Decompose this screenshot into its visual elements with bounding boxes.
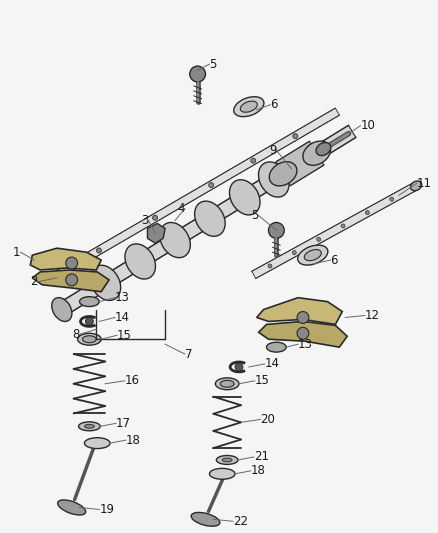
Text: 22: 22: [233, 515, 248, 528]
Text: 13: 13: [298, 338, 313, 351]
Ellipse shape: [230, 180, 260, 215]
Ellipse shape: [220, 381, 234, 387]
Ellipse shape: [209, 469, 235, 479]
Circle shape: [190, 66, 205, 82]
Text: 17: 17: [116, 417, 131, 430]
Circle shape: [317, 237, 321, 241]
Circle shape: [66, 257, 78, 269]
Ellipse shape: [222, 458, 232, 462]
Text: 14: 14: [265, 358, 279, 370]
Text: 12: 12: [365, 309, 380, 322]
Text: 1: 1: [13, 246, 21, 259]
Ellipse shape: [82, 336, 96, 343]
Circle shape: [96, 248, 102, 253]
Ellipse shape: [85, 438, 110, 449]
Ellipse shape: [52, 297, 72, 321]
Circle shape: [292, 251, 296, 255]
Text: 8: 8: [72, 328, 80, 341]
Text: 4: 4: [177, 202, 185, 215]
Text: 14: 14: [115, 311, 130, 324]
Ellipse shape: [194, 201, 225, 236]
Ellipse shape: [316, 142, 331, 156]
Text: 6: 6: [270, 98, 278, 111]
Text: 6: 6: [331, 254, 338, 266]
Circle shape: [152, 215, 158, 220]
Polygon shape: [259, 321, 347, 347]
Ellipse shape: [80, 297, 99, 306]
Circle shape: [209, 183, 214, 188]
Ellipse shape: [78, 333, 101, 345]
Ellipse shape: [160, 222, 191, 257]
Polygon shape: [252, 182, 418, 278]
Circle shape: [251, 158, 256, 163]
Text: 15: 15: [117, 329, 132, 342]
Text: 3: 3: [141, 214, 148, 227]
Polygon shape: [30, 248, 101, 270]
Circle shape: [297, 327, 309, 339]
Ellipse shape: [267, 342, 286, 352]
Ellipse shape: [191, 512, 220, 526]
Text: 5: 5: [251, 209, 259, 222]
Circle shape: [365, 211, 369, 215]
Ellipse shape: [90, 265, 120, 301]
Ellipse shape: [303, 141, 331, 165]
Ellipse shape: [58, 500, 86, 515]
Ellipse shape: [258, 162, 289, 197]
Ellipse shape: [125, 244, 155, 279]
Text: 21: 21: [254, 450, 269, 464]
Ellipse shape: [240, 101, 257, 112]
Text: 16: 16: [125, 374, 140, 387]
Ellipse shape: [85, 424, 94, 429]
Ellipse shape: [216, 456, 238, 464]
Circle shape: [235, 363, 243, 371]
Text: 11: 11: [417, 177, 431, 190]
Ellipse shape: [78, 422, 100, 431]
Circle shape: [293, 134, 298, 139]
Circle shape: [297, 311, 309, 324]
Ellipse shape: [215, 378, 239, 390]
Polygon shape: [148, 223, 165, 243]
Circle shape: [341, 224, 345, 228]
Text: 18: 18: [251, 464, 266, 478]
Text: 10: 10: [360, 119, 375, 132]
Circle shape: [268, 264, 272, 268]
Text: 7: 7: [185, 348, 192, 361]
Ellipse shape: [298, 245, 328, 265]
Ellipse shape: [410, 181, 422, 191]
Polygon shape: [257, 297, 343, 325]
Text: 13: 13: [115, 291, 130, 304]
Text: 20: 20: [261, 413, 276, 426]
Ellipse shape: [269, 161, 297, 186]
Ellipse shape: [304, 249, 321, 261]
Circle shape: [268, 222, 284, 238]
Polygon shape: [32, 270, 109, 292]
Text: 15: 15: [255, 374, 270, 387]
Polygon shape: [58, 125, 356, 316]
Circle shape: [66, 274, 78, 286]
Ellipse shape: [234, 96, 264, 117]
Text: 2: 2: [30, 276, 37, 288]
Text: 19: 19: [99, 503, 114, 516]
Circle shape: [390, 197, 394, 201]
Text: 9: 9: [269, 144, 277, 157]
Polygon shape: [55, 108, 339, 278]
Text: 5: 5: [209, 58, 217, 71]
Polygon shape: [276, 141, 324, 185]
Text: 18: 18: [126, 434, 141, 447]
Circle shape: [85, 318, 93, 325]
